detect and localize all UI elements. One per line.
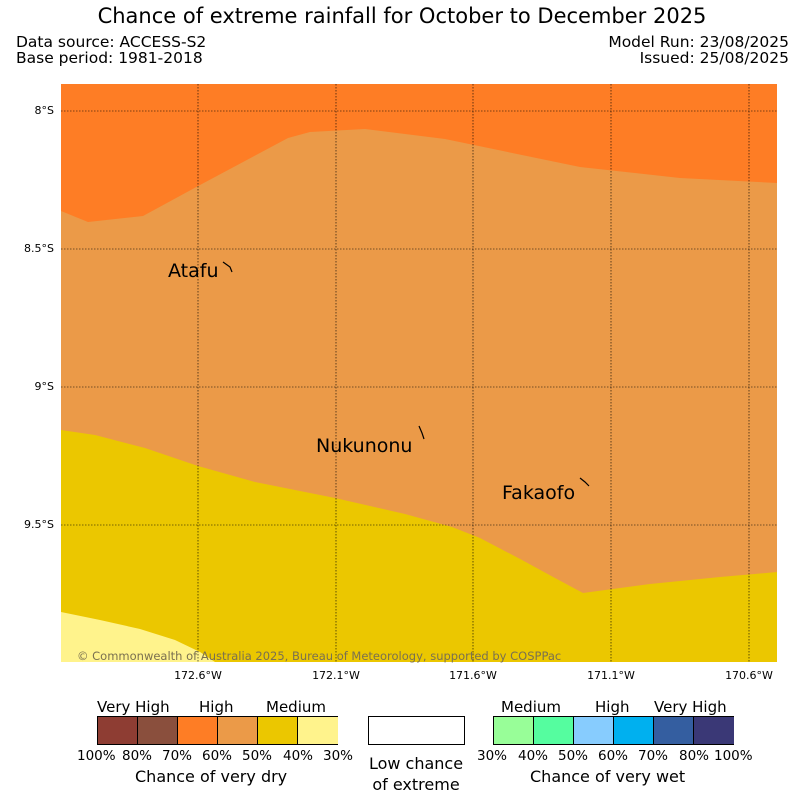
dry-color-scale bbox=[97, 716, 338, 745]
wet-swatch bbox=[694, 717, 734, 744]
wet-tick-label: 100% bbox=[714, 748, 753, 764]
atoll-outlines bbox=[222, 261, 590, 487]
wet-tick-label: 80% bbox=[679, 748, 710, 764]
run-info: Model Run: 23/08/2025 Issued: 25/08/2025 bbox=[608, 34, 789, 66]
base-period-text: Base period: 1981-2018 bbox=[16, 49, 203, 67]
data-source-text: Data source: ACCESS-S2 bbox=[16, 33, 207, 51]
lon-label: 172.1°W bbox=[312, 669, 360, 682]
wet-swatch bbox=[534, 717, 574, 744]
dry-swatch bbox=[258, 717, 298, 744]
wet-legend-title: Chance of very wet bbox=[530, 767, 686, 786]
gridlines bbox=[61, 84, 777, 662]
issued-text: Issued: 25/08/2025 bbox=[639, 49, 789, 67]
place-label-atafu: Atafu bbox=[168, 260, 219, 282]
dry-swatch bbox=[218, 717, 258, 744]
lat-label: 9°S bbox=[34, 380, 54, 393]
low-dry-region bbox=[61, 612, 215, 662]
dry-tick-label: 60% bbox=[202, 748, 233, 764]
dry-swatch bbox=[178, 717, 218, 744]
wet-tick-label: 70% bbox=[638, 748, 669, 764]
legend-wet-header: High bbox=[595, 698, 630, 716]
wet-tick-label: 50% bbox=[558, 748, 589, 764]
dry-tick-label: 40% bbox=[283, 748, 314, 764]
wet-swatch bbox=[494, 717, 534, 744]
dry-tick-label: 50% bbox=[242, 748, 273, 764]
low-chance-label: Low chance of extreme bbox=[368, 754, 464, 794]
source-info: Data source: ACCESS-S2 Base period: 1981… bbox=[16, 34, 206, 66]
copyright-notice: © Commonwealth of Australia 2025, Bureau… bbox=[77, 649, 562, 663]
model-run-text: Model Run: 23/08/2025 bbox=[608, 33, 789, 51]
wet-swatch bbox=[614, 717, 654, 744]
lat-label: 8.5°S bbox=[24, 242, 54, 255]
wet-tick-label: 30% bbox=[477, 748, 508, 764]
dry-swatch bbox=[98, 717, 138, 744]
medium-dry-region bbox=[61, 430, 777, 662]
place-label-nukunonu: Nukunonu bbox=[316, 435, 413, 457]
wet-tick-label: 40% bbox=[518, 748, 549, 764]
legend-dry-header: Very High bbox=[97, 698, 170, 716]
legend-wet-header: Very High bbox=[654, 698, 727, 716]
wet-color-scale bbox=[493, 716, 734, 745]
wet-swatch bbox=[654, 717, 694, 744]
fakaofo-atoll-shape bbox=[579, 477, 590, 487]
lon-label: 171.6°W bbox=[449, 669, 497, 682]
place-label-fakaofo: Fakaofo bbox=[502, 482, 576, 504]
dry-tick-label: 30% bbox=[323, 748, 354, 764]
wet-swatch bbox=[574, 717, 614, 744]
lon-label: 172.6°W bbox=[174, 669, 222, 682]
dry-tick-label: 80% bbox=[122, 748, 153, 764]
legend-dry-header: High bbox=[199, 698, 234, 716]
lat-label: 9.5°S bbox=[24, 518, 54, 531]
atafu-atoll-shape bbox=[222, 261, 233, 273]
nukunonu-atoll-shape bbox=[418, 425, 425, 440]
legend-wet-header: Medium bbox=[501, 698, 561, 716]
legend-dry-header: Medium bbox=[266, 698, 326, 716]
lon-label: 170.6°W bbox=[725, 669, 773, 682]
wet-tick-label: 60% bbox=[598, 748, 629, 764]
dry-swatch bbox=[298, 717, 338, 744]
lat-label: 8°S bbox=[34, 104, 54, 117]
dry-tick-label: 100% bbox=[77, 748, 116, 764]
low-chance-swatch bbox=[368, 716, 465, 745]
dry-legend-title: Chance of very dry bbox=[135, 767, 288, 786]
map-title: Chance of extreme rainfall for October t… bbox=[97, 4, 707, 28]
lon-label: 171.1°W bbox=[587, 669, 635, 682]
dry-tick-label: 70% bbox=[162, 748, 193, 764]
dry-swatch bbox=[138, 717, 178, 744]
